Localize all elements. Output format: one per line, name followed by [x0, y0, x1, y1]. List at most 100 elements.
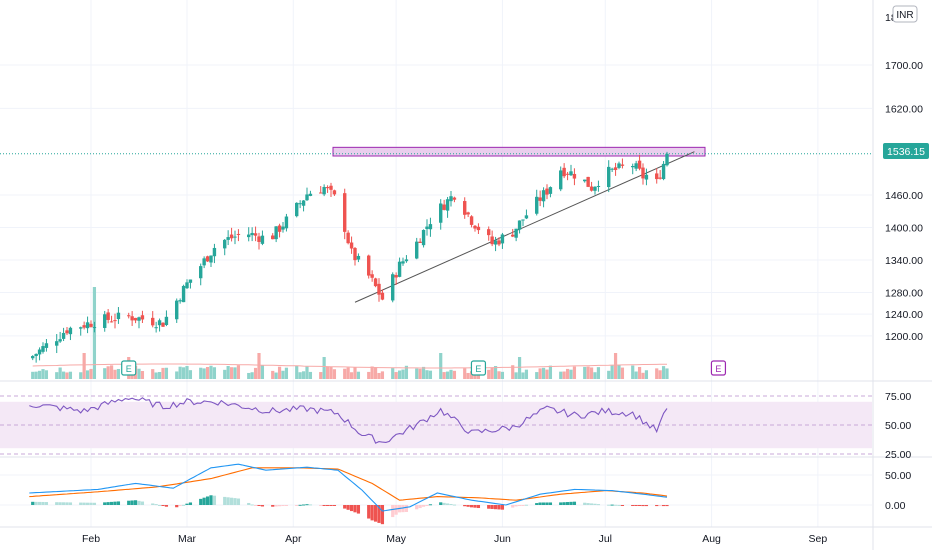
volume-bar [236, 365, 241, 379]
candle-body [157, 320, 162, 326]
volume-bar [497, 371, 501, 379]
volume-bar [116, 368, 121, 379]
candle-body [212, 247, 217, 257]
earnings-marker[interactable] [470, 360, 487, 376]
macd-histogram-bar [226, 497, 230, 505]
volume-bar [661, 366, 666, 379]
macd-histogram-bar [188, 502, 193, 505]
macd-histogram-bar [274, 505, 278, 507]
time-axis[interactable]: Feb Mar Apr May Jun Jul Aug Sep [82, 533, 827, 545]
volume-bar [257, 353, 261, 379]
macd-histogram-bar [658, 505, 662, 507]
candle-body [205, 256, 210, 262]
macd-histogram-bar [353, 505, 357, 513]
volume-bar [85, 370, 90, 379]
macd-histogram-bar [103, 502, 107, 505]
volume-bar [562, 371, 566, 379]
candle-body [377, 283, 381, 295]
volume-bar [559, 371, 563, 379]
candle-body [500, 234, 505, 244]
candle-body [65, 330, 69, 334]
macd-histogram-bar [593, 503, 597, 505]
volume-bar [233, 367, 237, 379]
earnings-marker[interactable] [121, 360, 137, 376]
candle-body [236, 233, 241, 235]
price-axis[interactable]: 1200.00 1240.00 1280.00 1340.00 1400.00 1460.… [885, 12, 923, 512]
macd-histogram-bar [521, 505, 525, 506]
macd-tick-label: 0.00 [885, 500, 906, 512]
macd-histogram-bar [569, 501, 573, 505]
candle-body [209, 255, 213, 263]
candle-body [634, 163, 638, 169]
macd-histogram-bar [343, 505, 347, 509]
currency-badge[interactable]: INR [896, 10, 913, 21]
macd-histogram-bar [349, 505, 354, 512]
time-tick-label: May [386, 533, 407, 545]
candle-body [55, 341, 59, 346]
volume-bar [322, 357, 326, 379]
candle-body [34, 353, 38, 357]
volume-bar [641, 372, 645, 379]
macd-histogram-bar [428, 504, 433, 506]
macd-histogram-bar [620, 505, 625, 506]
currency-badge-box[interactable] [892, 5, 918, 23]
candle-body [233, 236, 237, 238]
candle-body [175, 300, 179, 320]
candle-body [524, 215, 529, 219]
volume-bar [277, 366, 282, 379]
volume-bar [31, 371, 35, 379]
macd-histogram-bar [109, 501, 114, 505]
volume-bar [421, 366, 426, 379]
rsi-tick-label: 25.00 [885, 449, 911, 461]
macd-histogram-bar [356, 505, 361, 514]
volume-bar [466, 372, 470, 379]
earnings-marker[interactable] [710, 360, 727, 376]
volume-bar [425, 370, 429, 379]
volume-bar [295, 365, 299, 379]
volume-bar [521, 372, 525, 379]
candle-body [583, 179, 587, 182]
macd-histogram-bar [106, 502, 110, 505]
volume-bar [617, 365, 621, 379]
volume-bar [34, 371, 38, 379]
volume-bar [565, 368, 570, 379]
candle-body [370, 274, 374, 278]
candle-body [188, 279, 193, 283]
volume-bar [391, 368, 395, 379]
volume-bar [68, 371, 73, 379]
macd-histogram-bar [377, 505, 381, 523]
macd-histogram-bar [58, 502, 62, 505]
volume-bar [103, 368, 107, 379]
support-trendline[interactable] [354, 151, 695, 303]
candle-body [607, 166, 611, 188]
candle-body [353, 248, 357, 261]
volume-bar [106, 366, 110, 379]
price-tick-label: 1460.00 [885, 190, 923, 202]
macd-histogram-bar [281, 505, 285, 507]
macd-histogram-bar [229, 497, 234, 505]
volume-bar [541, 367, 546, 379]
volume-bar [37, 370, 42, 379]
macd-histogram-bar [524, 504, 529, 506]
volume-bar [89, 368, 93, 379]
volume-bar [545, 369, 549, 379]
macd-histogram-bar [404, 505, 409, 513]
volume-bar [65, 372, 69, 379]
candle-body [137, 317, 141, 321]
resistance-zone[interactable] [332, 146, 706, 157]
volume-bar [284, 367, 289, 379]
macd-histogram-bar [449, 503, 453, 505]
macd-histogram-bar [151, 503, 155, 505]
candle-body [257, 236, 261, 242]
macd-histogram-bar [415, 505, 419, 510]
rsi-tick-label: 75.00 [885, 391, 911, 403]
macd-histogram-bar [613, 504, 618, 506]
candle-body [565, 173, 570, 175]
macd-histogram-bar [154, 504, 158, 506]
candle-body [586, 176, 590, 187]
macd-histogram-bar [34, 501, 38, 505]
macd-histogram-bar [487, 505, 491, 509]
macd-pane [29, 463, 669, 525]
